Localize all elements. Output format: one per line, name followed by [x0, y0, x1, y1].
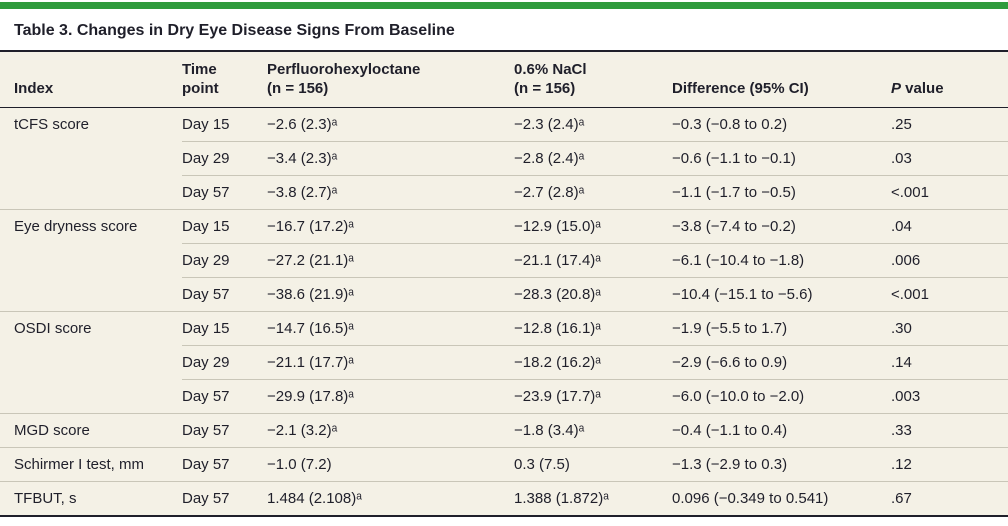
drug-value-cell: −21.1 (17.7)ᵃ — [267, 345, 514, 380]
drug-value-cell: −29.9 (17.8)ᵃ — [267, 379, 514, 414]
difference-cell: −0.4 (−1.1 to 0.4) — [672, 413, 891, 448]
time-point-cell: Day 29 — [182, 243, 267, 278]
control-value-cell: 1.388 (1.872)ᵃ — [514, 481, 672, 516]
column-header-perfluorohexyloctane: Perfluorohexyloctane (n = 156) — [267, 52, 514, 108]
difference-cell: −0.6 (−1.1 to −0.1) — [672, 141, 891, 176]
index-cell: Eye dryness score — [0, 209, 182, 312]
control-value-cell: −21.1 (17.4)ᵃ — [514, 243, 672, 278]
header-row: Index Time point Perfluorohexyloctane (n… — [0, 52, 1008, 108]
column-header-nacl: 0.6% NaCl (n = 156) — [514, 52, 672, 108]
time-point-cell: Day 57 — [182, 175, 267, 210]
table-row: Eye dryness score Day 15 −16.7 (17.2)ᵃ −… — [0, 209, 1008, 312]
drug-value-cell: −2.6 (2.3)ᵃ — [267, 116, 338, 133]
signs-table: Index Time point Perfluorohexyloctane (n… — [0, 52, 1008, 517]
column-header-drug-line2: (n = 156) — [267, 80, 329, 97]
control-value-cell: −12.8 (16.1)ᵃ — [514, 311, 672, 346]
control-value-cell: 0.3 (7.5) — [514, 447, 672, 482]
table-row: Day 57 −3.8 (2.7)ᵃ −2.7 (2.8)ᵃ −1.1 (−1.… — [0, 175, 1008, 210]
index-cell: tCFS score — [14, 116, 90, 133]
time-point-cell: Day 15 — [182, 116, 230, 133]
p-value-cell: .33 — [891, 413, 1008, 448]
table-body: tCFS score Day 15 −2.6 (2.3)ᵃ −2.3 (2.4)… — [0, 108, 1008, 516]
p-value-cell: .25 — [891, 116, 912, 133]
drug-value-cell: 1.484 (2.108)ᵃ — [267, 481, 514, 516]
column-header-control-line2: (n = 156) — [514, 80, 576, 97]
drug-value-cell: −27.2 (21.1)ᵃ — [267, 243, 514, 278]
accent-bar — [0, 2, 1008, 9]
time-point-cell: Day 15 — [182, 311, 267, 346]
drug-value-cell: −16.7 (17.2)ᵃ — [267, 209, 514, 244]
time-point-cell: Day 57 — [182, 277, 267, 312]
table-row: Day 57 −29.9 (17.8)ᵃ −23.9 (17.7)ᵃ −6.0 … — [0, 379, 1008, 414]
time-point-cell: Day 29 — [182, 141, 267, 176]
p-value-cell: <.001 — [891, 175, 1008, 210]
drug-value-cell: −14.7 (16.5)ᵃ — [267, 311, 514, 346]
table-row: tCFS score Day 15 −2.6 (2.3)ᵃ −2.3 (2.4)… — [0, 108, 1008, 142]
table-title: Table 3. Changes in Dry Eye Disease Sign… — [0, 9, 1008, 52]
column-header-time-line2: point — [182, 80, 219, 97]
p-value-cell: .30 — [891, 311, 1008, 346]
difference-cell: −3.8 (−7.4 to −0.2) — [672, 209, 891, 244]
column-header-difference: Difference (95% CI) — [672, 52, 891, 108]
difference-cell: −6.1 (−10.4 to −1.8) — [672, 243, 891, 278]
difference-cell: 0.096 (−0.349 to 0.541) — [672, 481, 891, 516]
p-value-cell: .12 — [891, 447, 1008, 482]
table-row: Schirmer I test, mm Day 57 −1.0 (7.2) 0.… — [0, 447, 1008, 482]
difference-cell: −2.9 (−6.6 to 0.9) — [672, 345, 891, 380]
column-header-control-line1: 0.6% NaCl — [514, 61, 587, 78]
table-row: TFBUT, s Day 57 1.484 (2.108)ᵃ 1.388 (1.… — [0, 481, 1008, 516]
control-value-cell: −28.3 (20.8)ᵃ — [514, 277, 672, 312]
drug-value-cell: −1.0 (7.2) — [267, 447, 514, 482]
difference-cell: −0.3 (−0.8 to 0.2) — [672, 116, 788, 133]
control-value-cell: −2.8 (2.4)ᵃ — [514, 141, 672, 176]
difference-cell: −10.4 (−15.1 to −5.6) — [672, 277, 891, 312]
control-value-cell: −18.2 (16.2)ᵃ — [514, 345, 672, 380]
control-value-cell: −12.9 (15.0)ᵃ — [514, 209, 672, 244]
difference-cell: −1.3 (−2.9 to 0.3) — [672, 447, 891, 482]
time-point-cell: Day 57 — [182, 379, 267, 414]
column-header-time-point: Time point — [182, 52, 267, 108]
p-value-cell: .04 — [891, 209, 1008, 244]
control-value-cell: −23.9 (17.7)ᵃ — [514, 379, 672, 414]
table-row: MGD score Day 57 −2.1 (3.2)ᵃ −1.8 (3.4)ᵃ… — [0, 413, 1008, 448]
column-header-index: Index — [0, 52, 182, 108]
table-header: Index Time point Perfluorohexyloctane (n… — [0, 52, 1008, 108]
time-point-cell: Day 57 — [182, 447, 267, 482]
drug-value-cell: −3.8 (2.7)ᵃ — [267, 175, 514, 210]
p-value-cell: .003 — [891, 379, 1008, 414]
table-row: Day 29 −27.2 (21.1)ᵃ −21.1 (17.4)ᵃ −6.1 … — [0, 243, 1008, 278]
control-value-cell: −1.8 (3.4)ᵃ — [514, 413, 672, 448]
index-cell: Schirmer I test, mm — [0, 447, 182, 482]
table-row: OSDI score Day 15 −14.7 (16.5)ᵃ −12.8 (1… — [0, 311, 1008, 414]
drug-value-cell: −2.1 (3.2)ᵃ — [267, 413, 514, 448]
table-row: Day 29 −21.1 (17.7)ᵃ −18.2 (16.2)ᵃ −2.9 … — [0, 345, 1008, 380]
index-cell: TFBUT, s — [0, 481, 182, 516]
difference-cell: −6.0 (−10.0 to −2.0) — [672, 379, 891, 414]
drug-value-cell: −38.6 (21.9)ᵃ — [267, 277, 514, 312]
time-point-cell: Day 15 — [182, 209, 267, 244]
time-point-cell: Day 57 — [182, 413, 267, 448]
index-cell: MGD score — [0, 413, 182, 448]
column-header-p-value: P value — [891, 52, 1008, 108]
drug-value-cell: −3.4 (2.3)ᵃ — [267, 141, 514, 176]
table-row: Day 57 −38.6 (21.9)ᵃ −28.3 (20.8)ᵃ −10.4… — [0, 277, 1008, 312]
p-value-cell: .14 — [891, 345, 1008, 380]
control-value-cell: −2.3 (2.4)ᵃ — [514, 116, 585, 133]
index-cell: OSDI score — [0, 311, 182, 414]
time-point-cell: Day 29 — [182, 345, 267, 380]
column-header-time-line1: Time — [182, 61, 217, 78]
difference-cell: −1.1 (−1.7 to −0.5) — [672, 175, 891, 210]
p-value-cell: .03 — [891, 141, 1008, 176]
time-point-cell: Day 57 — [182, 481, 267, 516]
difference-cell: −1.9 (−5.5 to 1.7) — [672, 311, 891, 346]
table-row: Day 29 −3.4 (2.3)ᵃ −2.8 (2.4)ᵃ −0.6 (−1.… — [0, 141, 1008, 176]
control-value-cell: −2.7 (2.8)ᵃ — [514, 175, 672, 210]
p-value-cell: .006 — [891, 243, 1008, 278]
p-value-cell: <.001 — [891, 277, 1008, 312]
p-value-cell: .67 — [891, 481, 1008, 516]
column-header-drug-line1: Perfluorohexyloctane — [267, 61, 421, 78]
